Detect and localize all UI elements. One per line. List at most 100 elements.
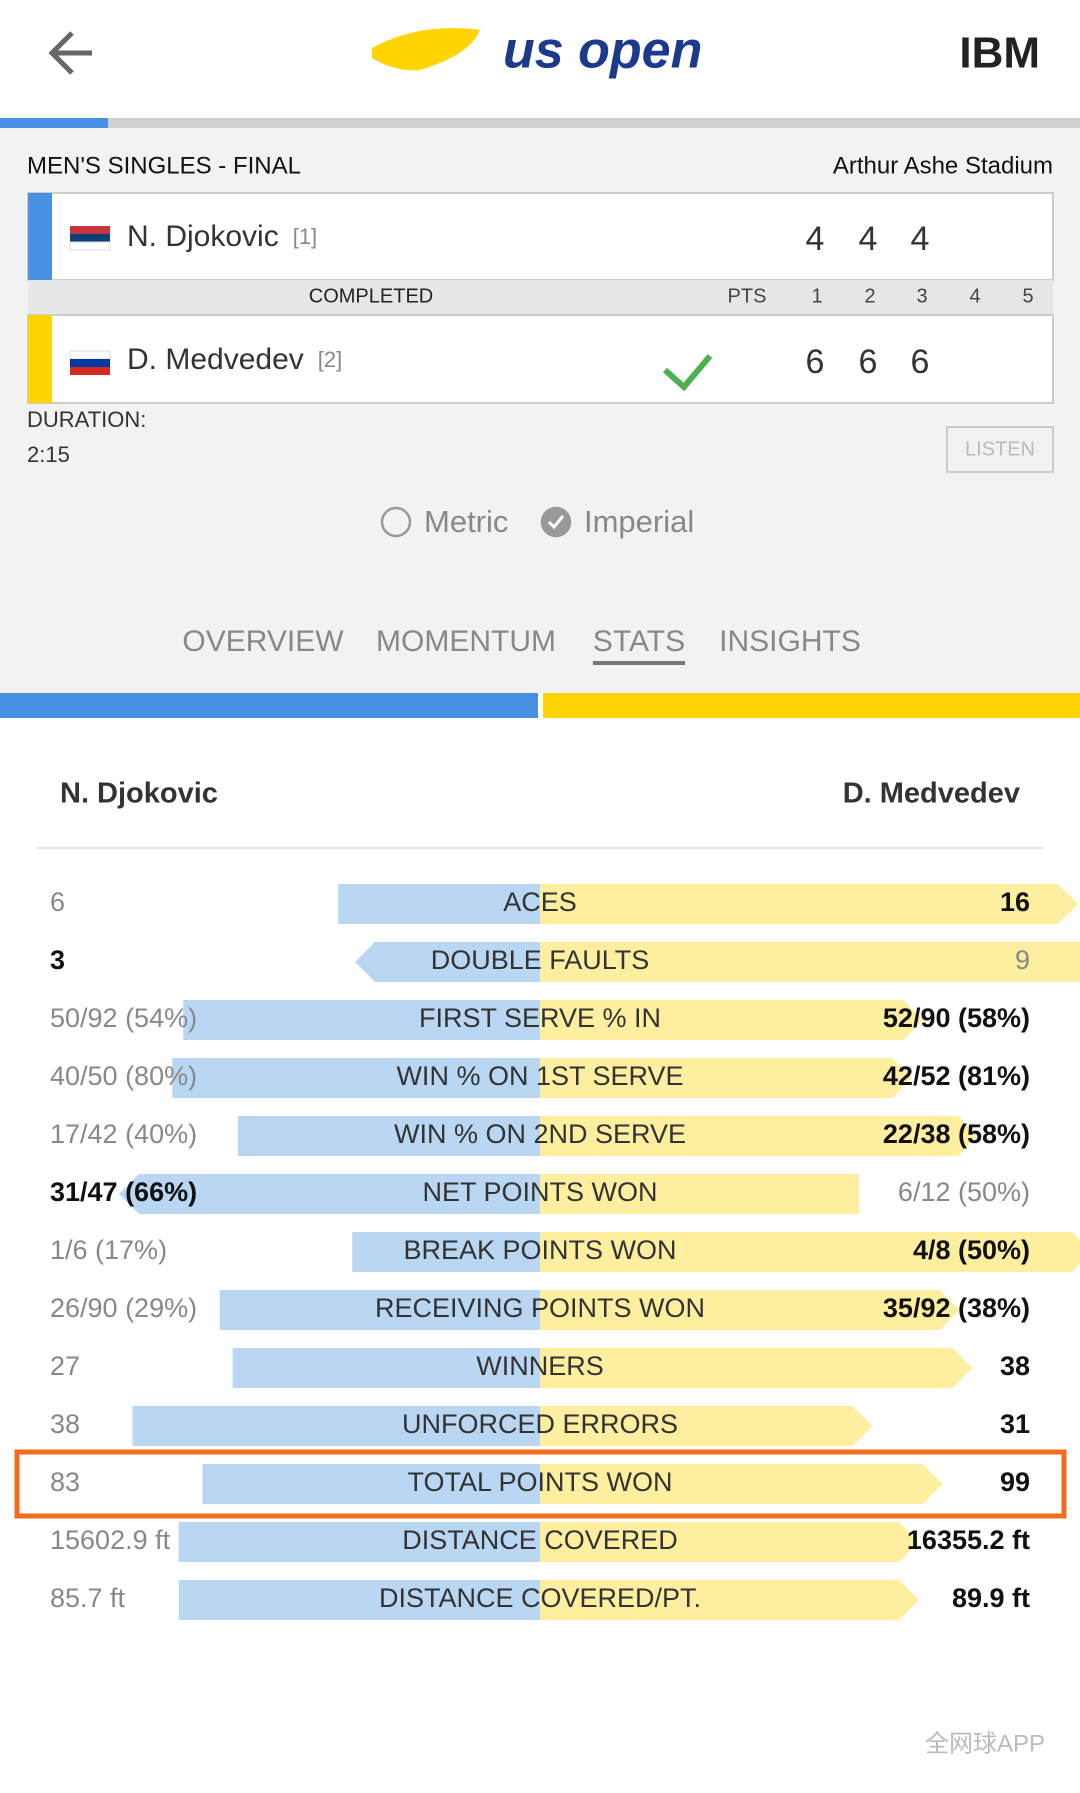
- left-bar: [338, 884, 540, 924]
- left-bar: [178, 1522, 540, 1562]
- left-stat: 50/92 (54%): [50, 1003, 197, 1033]
- back-button[interactable]: [48, 31, 92, 75]
- set-score: 4: [859, 220, 878, 258]
- stat-label: FIRST SERVE % IN: [419, 1003, 661, 1033]
- stat-label: TOTAL POINTS WON: [407, 1467, 672, 1497]
- flag: [70, 367, 110, 375]
- player-name: N. Djokovic: [127, 220, 279, 253]
- left-stat: 83: [50, 1467, 80, 1497]
- left-stat: 26/90 (29%): [50, 1293, 197, 1323]
- winner-check: [662, 354, 713, 392]
- right-stat: 6/12 (50%): [898, 1177, 1030, 1207]
- left-stat: 3: [50, 945, 65, 975]
- right-bar: [540, 1290, 960, 1330]
- tab[interactable]: OVERVIEW: [182, 625, 344, 658]
- duration-label: DURATION:: [27, 407, 146, 432]
- logo: us open: [503, 22, 702, 80]
- flag: [70, 226, 110, 234]
- venue: Arthur Ashe Stadium: [833, 152, 1053, 179]
- right-player: D. Medvedev: [843, 778, 1020, 810]
- right-bar: [540, 1058, 913, 1098]
- sponsor: IBM: [959, 29, 1040, 78]
- player-color: [28, 315, 52, 403]
- right-bar: [540, 1580, 919, 1620]
- listen-button[interactable]: [946, 426, 1054, 473]
- set-number: 3: [916, 285, 927, 307]
- left-stat: 6: [50, 887, 65, 917]
- flag: [69, 241, 111, 251]
- right-stat: 22/38 (58%): [883, 1119, 1030, 1149]
- left-stat: 1/6 (17%): [50, 1235, 167, 1265]
- stat-label: UNFORCED ERRORS: [402, 1409, 678, 1439]
- set-score: 6: [911, 343, 930, 381]
- tab[interactable]: MOMENTUM: [376, 625, 556, 658]
- right-stat: 52/90 (58%): [883, 1003, 1030, 1033]
- right-bar: [540, 1464, 943, 1504]
- player-bar: [543, 693, 1080, 718]
- left-bar: [352, 1232, 540, 1272]
- duration: 2:15: [27, 442, 70, 467]
- right-bar: [540, 1116, 978, 1156]
- left-stat: 27: [50, 1351, 80, 1381]
- left-stat: 38: [50, 1409, 80, 1439]
- set-score: 6: [859, 343, 878, 381]
- stat-label: WIN % ON 2ND SERVE: [394, 1119, 686, 1149]
- stat-label: DISTANCE COVERED/PT.: [379, 1583, 701, 1613]
- set-number: 1: [811, 285, 822, 307]
- pts-label: PTS: [728, 285, 767, 307]
- player-seed: [2]: [318, 347, 342, 372]
- right-stat: 9: [1015, 945, 1030, 975]
- left-player: N. Djokovic: [60, 778, 218, 810]
- flag: [69, 350, 111, 360]
- right-bar: [540, 1522, 919, 1562]
- left-stat: 31/47 (66%): [50, 1177, 197, 1207]
- stat-label: BREAK POINTS WON: [403, 1235, 676, 1265]
- set-score: 6: [806, 343, 825, 381]
- progress-track: [0, 118, 1080, 128]
- left-bar: [132, 1406, 540, 1446]
- radio[interactable]: [540, 506, 572, 538]
- left-bar: [232, 1348, 540, 1388]
- set-number: 2: [864, 285, 875, 307]
- radio[interactable]: [380, 506, 412, 538]
- score-header: [28, 280, 1053, 315]
- right-stat: 99: [1000, 1467, 1030, 1497]
- right-bar: [540, 1348, 973, 1388]
- right-stat: 16: [1000, 887, 1030, 917]
- set-number: 5: [1022, 285, 1033, 307]
- right-stat: 16355.2 ft: [907, 1525, 1030, 1555]
- left-stat: 17/42 (40%): [50, 1119, 197, 1149]
- left-stat: 15602.9 ft: [50, 1525, 171, 1555]
- unit-option: Metric: [424, 504, 508, 539]
- flag: [70, 359, 110, 367]
- listen-label: LISTEN: [965, 438, 1035, 460]
- status: COMPLETED: [309, 285, 433, 307]
- player-color: [28, 193, 52, 280]
- tab[interactable]: INSIGHTS: [719, 625, 861, 658]
- player-bar: [0, 693, 538, 718]
- logo-swoosh: [372, 28, 480, 71]
- left-bar: [202, 1464, 540, 1504]
- right-stat: 35/92 (38%): [883, 1293, 1030, 1323]
- left-bar: [172, 1058, 540, 1098]
- tab[interactable]: STATS: [593, 625, 685, 658]
- event: MEN'S SINGLES - FINAL: [27, 152, 301, 179]
- right-bar: [540, 884, 1079, 924]
- set-score: 4: [911, 220, 930, 258]
- left-bar: [118, 1174, 540, 1214]
- stat-label: WIN % ON 1ST SERVE: [396, 1061, 683, 1091]
- player-name: D. Medvedev: [127, 343, 304, 376]
- right-stat: 89.9 ft: [952, 1583, 1030, 1613]
- stat-label: DISTANCE COVERED: [402, 1525, 678, 1555]
- set-number: 4: [969, 285, 980, 307]
- stat-label: RECEIVING POINTS WON: [375, 1293, 705, 1323]
- progress-fill: [0, 118, 108, 128]
- stat-label: ACES: [503, 887, 577, 917]
- left-bar: [178, 1580, 540, 1620]
- right-stat: 42/52 (81%): [883, 1061, 1030, 1091]
- stat-label: NET POINTS WON: [422, 1177, 657, 1207]
- left-bar: [183, 1000, 540, 1040]
- player-card: [27, 314, 1054, 404]
- right-bar: [540, 942, 1080, 982]
